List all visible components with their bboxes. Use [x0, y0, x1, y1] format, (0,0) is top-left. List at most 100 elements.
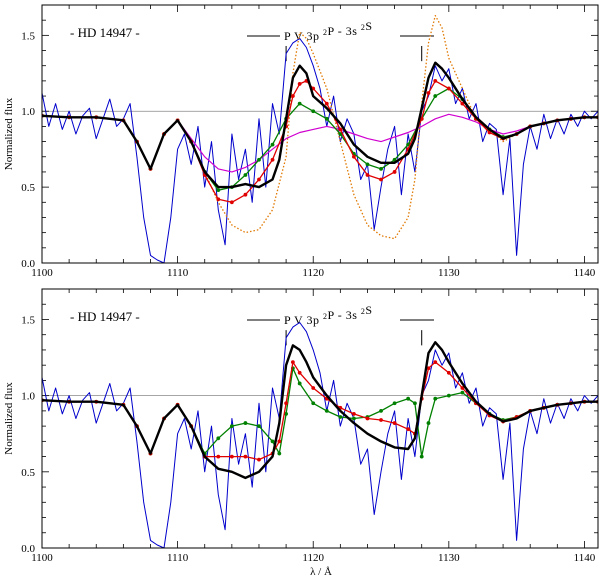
- series-point: [270, 142, 275, 147]
- series-point: [290, 94, 295, 98]
- series-point: [257, 157, 261, 162]
- series-line: [42, 80, 598, 203]
- series-point: [297, 381, 302, 386]
- series-point: [433, 94, 438, 98]
- series-point: [229, 454, 234, 459]
- x-axis-title: λ / Å: [310, 566, 332, 578]
- y-axis-title: Normalized flux: [3, 97, 15, 170]
- series-line: [42, 37, 598, 263]
- series-point: [297, 82, 302, 86]
- series-point: [460, 386, 465, 390]
- series-point: [352, 416, 356, 421]
- annotation-superscript: 2: [323, 312, 328, 321]
- series-point: [229, 200, 234, 205]
- x-tick-label: 1140: [574, 552, 596, 564]
- series-point: [216, 197, 221, 202]
- series-line: [42, 322, 598, 548]
- series-point: [243, 173, 248, 177]
- series-point: [446, 86, 451, 91]
- x-tick-label: 1140: [574, 267, 596, 279]
- series-point: [460, 390, 465, 395]
- series-point: [379, 167, 383, 171]
- series-point: [379, 177, 383, 182]
- y-tick-label: 0.5: [21, 182, 35, 194]
- series-point: [297, 370, 302, 375]
- y-tick-label: 0.0: [21, 543, 35, 555]
- line-id-label: P V 3p 2P - 3s 2S: [284, 19, 373, 43]
- series-point: [379, 418, 383, 422]
- series-point: [446, 370, 451, 375]
- series-line: [42, 361, 598, 461]
- series-point: [324, 408, 329, 413]
- series-point: [406, 396, 411, 401]
- series-point: [229, 424, 234, 429]
- series-point: [433, 360, 438, 365]
- annotation-superscript: 2: [361, 23, 366, 32]
- annotation-superscript: 2: [361, 307, 366, 316]
- line-id-label: P V 3p 2P - 3s 2S: [284, 303, 373, 327]
- panel-title: - HD 14947 -: [70, 309, 140, 324]
- series-point: [311, 109, 316, 114]
- series-point: [257, 457, 261, 462]
- series-point: [284, 401, 288, 406]
- series-point: [379, 408, 383, 413]
- series-point: [433, 396, 438, 401]
- y-axis-title: Normalized flux: [3, 382, 15, 455]
- series-point: [216, 436, 221, 441]
- series-point: [392, 421, 397, 425]
- panel-bottom: 1100 1110 1120 1130 1140 0.0 0.5 1.0 1.5 Normaliz…: [3, 288, 599, 564]
- series-point: [446, 393, 451, 398]
- annotation-text: P - 3s: [327, 308, 357, 322]
- series-point: [324, 101, 329, 106]
- series-point: [433, 78, 438, 83]
- y-tick-label: 1.5: [21, 30, 35, 42]
- series-point: [311, 386, 316, 390]
- series-point: [406, 427, 411, 432]
- panel-top: 1100 1110 1120 1130 1140 0.0 0.5 1.0 1.5 Normaliz…: [3, 4, 599, 279]
- annotation-text: P V 3p: [284, 313, 319, 327]
- series-point: [392, 401, 397, 406]
- annotation-text: P V 3p: [284, 29, 319, 43]
- series-point: [324, 116, 329, 121]
- annotation-text: S: [365, 19, 372, 33]
- x-tick-label: 1120: [302, 552, 324, 564]
- series-point: [352, 412, 356, 416]
- series-point: [277, 451, 282, 456]
- series-point: [270, 157, 275, 162]
- plot-frame: [41, 4, 599, 264]
- plot-area: [42, 14, 598, 263]
- series-point: [460, 101, 465, 106]
- series-point: [257, 177, 261, 182]
- series-point: [419, 454, 424, 459]
- series-line: [42, 341, 598, 480]
- y-tick-label: 1.0: [21, 391, 35, 403]
- series-point: [277, 439, 282, 444]
- series-point: [338, 127, 343, 132]
- plot-frame: [41, 288, 599, 549]
- series-point: [426, 366, 431, 371]
- series-point: [290, 360, 295, 365]
- x-tick-label: 1100: [31, 552, 53, 564]
- series-point: [426, 421, 431, 425]
- series-line: [42, 61, 598, 189]
- series-point: [413, 401, 417, 406]
- x-tick-label: 1110: [167, 552, 189, 564]
- series-point: [284, 412, 288, 416]
- series-point: [487, 130, 492, 135]
- x-tick-label: 1130: [438, 267, 460, 279]
- x-tick-label: 1100: [31, 267, 53, 279]
- x-tick-label: 1120: [302, 267, 324, 279]
- series-point: [426, 91, 431, 95]
- y-tick-label: 0.5: [21, 467, 35, 479]
- series-point: [243, 421, 248, 425]
- series-point: [297, 101, 302, 106]
- series-point: [216, 454, 221, 459]
- series-point: [311, 401, 316, 406]
- annotation-superscript: 2: [323, 28, 328, 37]
- annotation-text: P - 3s: [327, 24, 357, 38]
- series-point: [365, 162, 370, 167]
- series-point: [338, 132, 343, 136]
- y-tick-label: 1.5: [21, 314, 35, 326]
- series-point: [216, 188, 221, 193]
